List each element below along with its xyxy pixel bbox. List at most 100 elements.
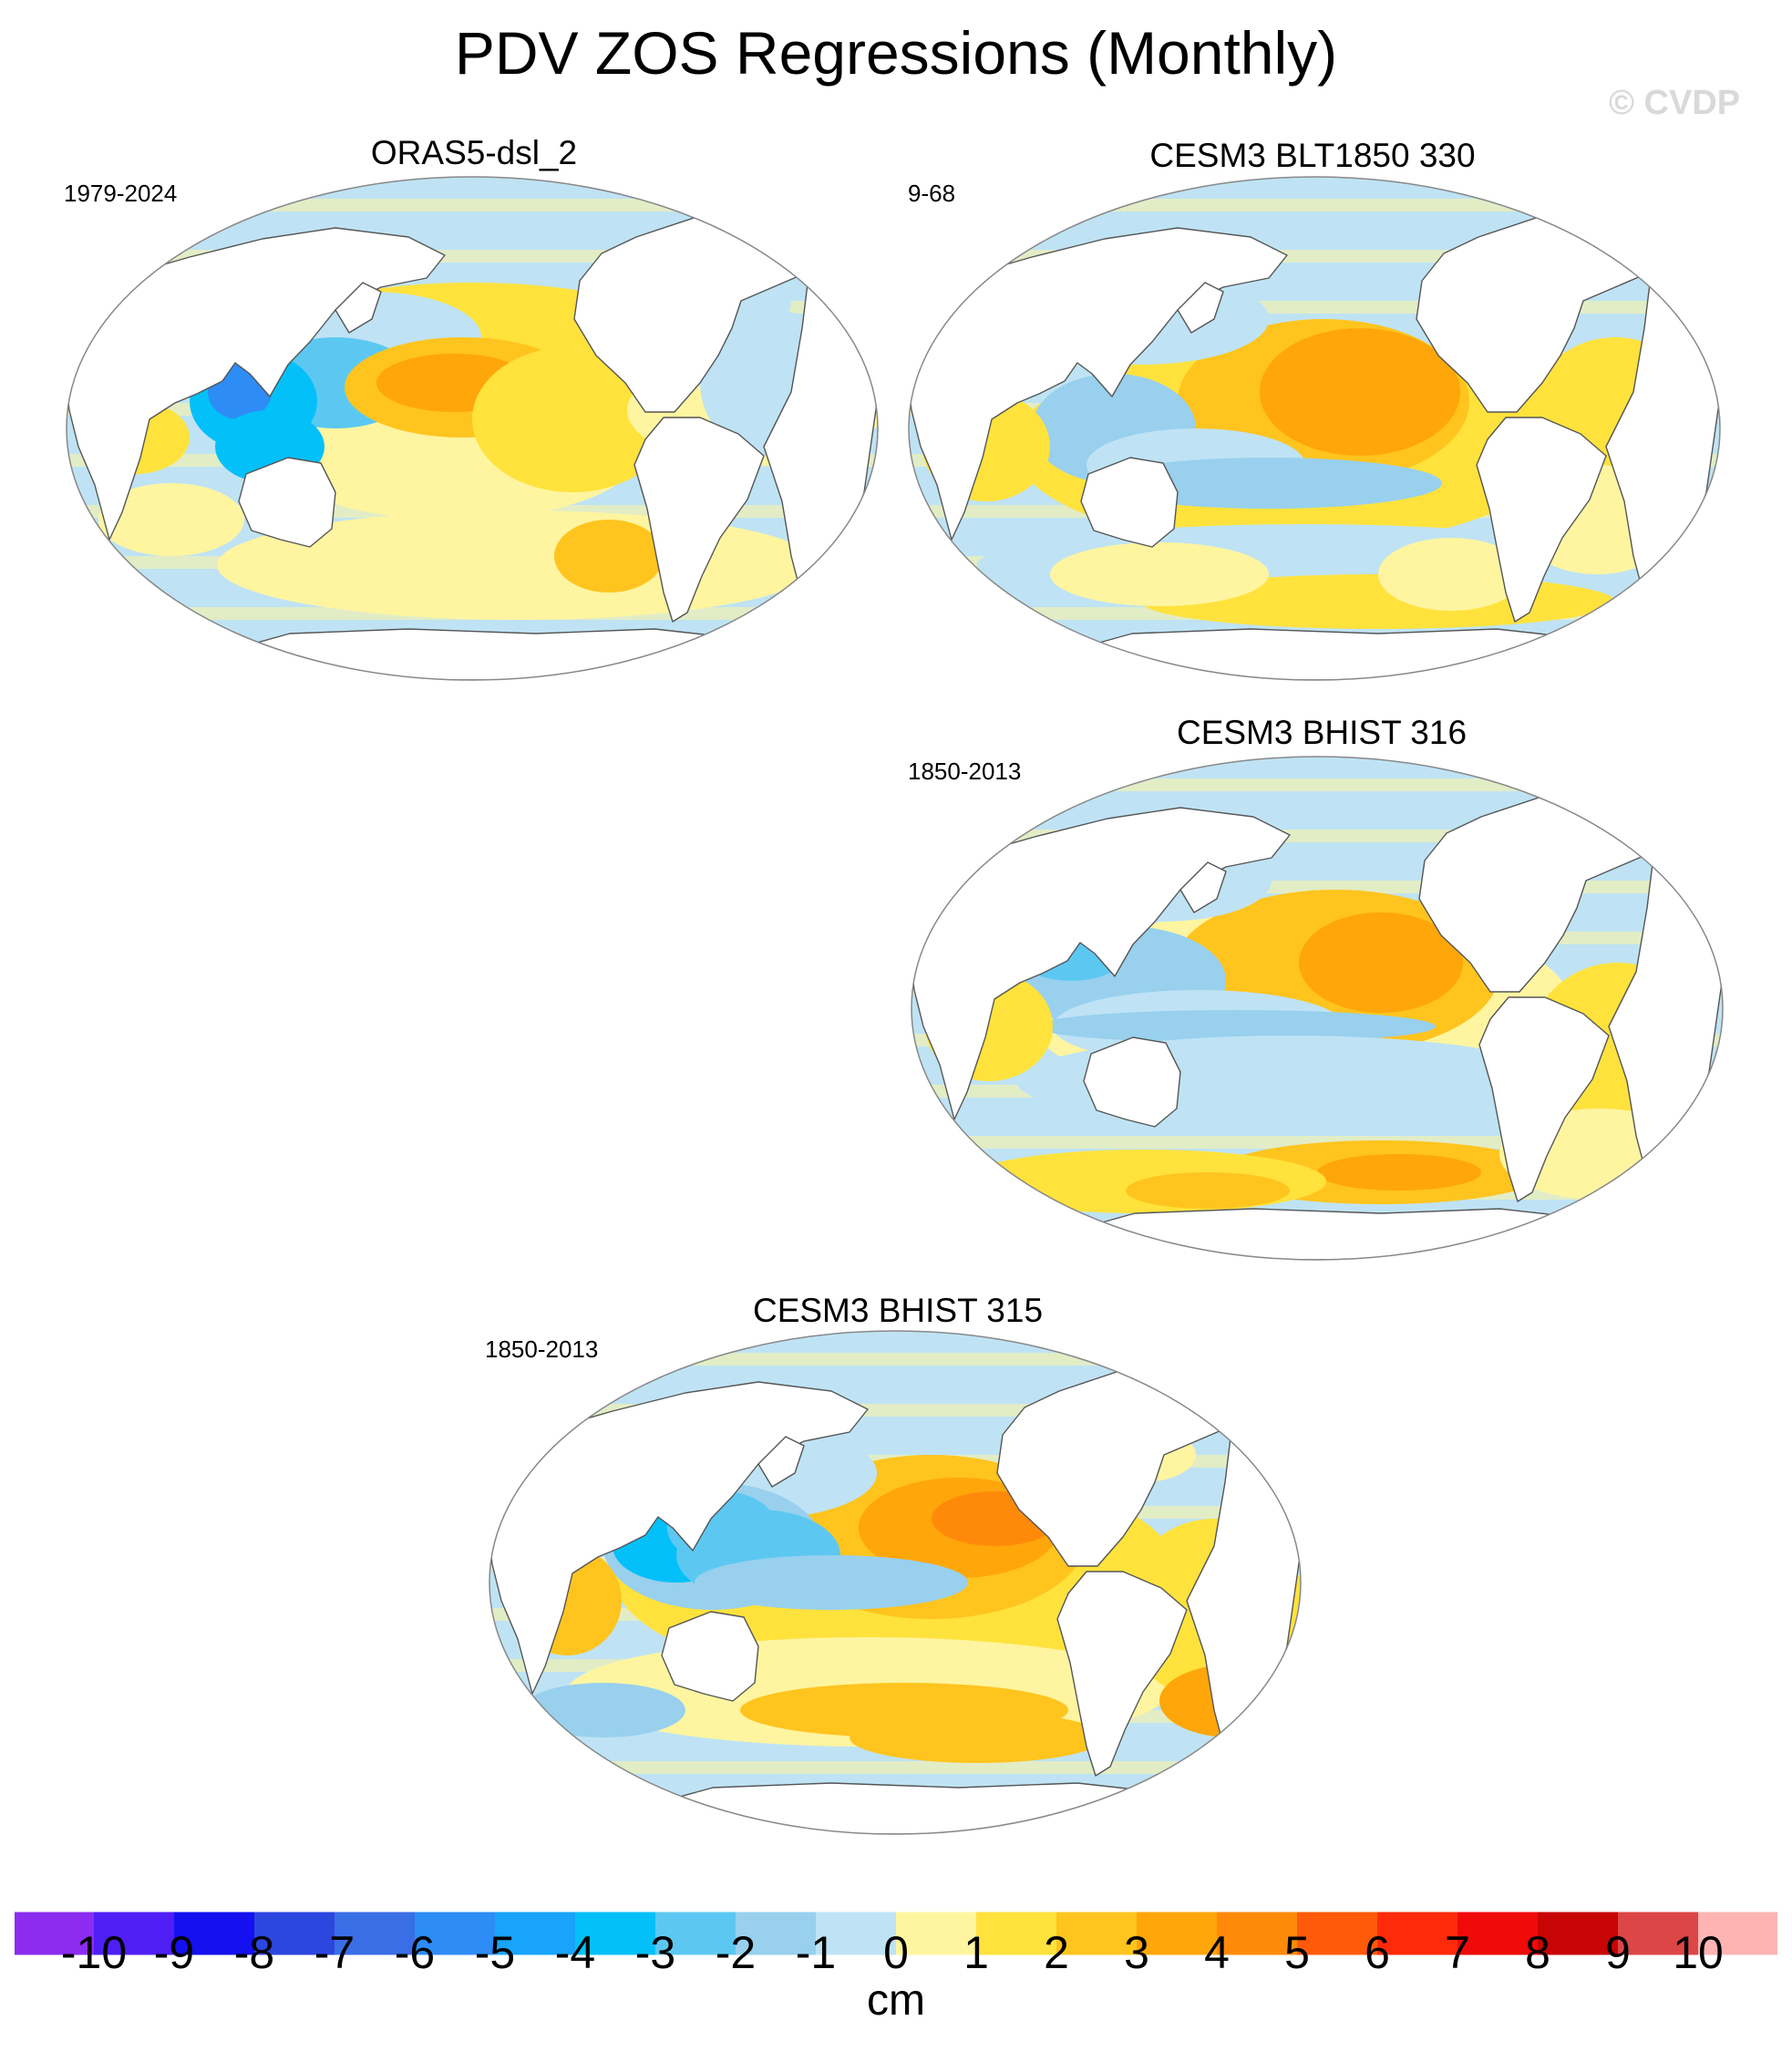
- colorbar-swatch: [174, 1912, 255, 1955]
- map-border: [911, 756, 1724, 1261]
- colorbar-swatch: [335, 1912, 416, 1955]
- land-mass: [1083, 1036, 1181, 1128]
- colorbar-tick-label: 9: [1605, 1927, 1631, 1978]
- land-mass: [1179, 861, 1227, 913]
- field-band: [489, 1353, 1301, 1366]
- map-oras5: [66, 176, 879, 681]
- colorbar-tick-label: 2: [1044, 1927, 1069, 1978]
- anomaly-contour: [521, 1683, 685, 1737]
- colorbar-tick-label: -3: [634, 1927, 676, 1978]
- colorbar: [14, 1911, 1778, 1956]
- field-band: [909, 224, 1720, 237]
- colorbar-swatch: [415, 1912, 496, 1955]
- colorbar-tick-label: -1: [795, 1927, 837, 1978]
- land-mass: [1544, 768, 1678, 807]
- colorbar-tick-label: -2: [715, 1927, 757, 1978]
- colorbar-tick-label: 6: [1365, 1927, 1390, 1978]
- anomaly-contour: [695, 1555, 968, 1610]
- field-band: [67, 199, 878, 211]
- anomaly-contour: [1317, 1154, 1481, 1191]
- colorbar-swatch: [1538, 1912, 1619, 1955]
- anomaly-contour: [1378, 538, 1524, 611]
- panel-years-bhist316: 1850-2013: [908, 758, 1022, 785]
- colorbar-tick-label: -4: [554, 1927, 596, 1978]
- anomaly-contour: [1050, 542, 1269, 606]
- colorbar-swatch: [1698, 1912, 1778, 1955]
- anomaly-contour: [554, 520, 664, 593]
- field-band: [489, 1378, 1301, 1391]
- field-band: [911, 804, 1723, 817]
- anomaly-contour: [850, 1712, 1105, 1763]
- land-mass: [909, 227, 1288, 541]
- colorbar-swatch: [1217, 1912, 1298, 1955]
- field-band: [489, 1331, 1301, 1340]
- anomaly-contour: [472, 346, 673, 492]
- field-band: [67, 177, 878, 186]
- land-mass: [489, 1381, 869, 1695]
- land-mass: [67, 227, 446, 541]
- colorbar-swatch: [495, 1912, 576, 1955]
- land-mass: [1080, 457, 1179, 548]
- land-mass: [335, 282, 382, 334]
- anomaly-contour: [1126, 1172, 1290, 1209]
- land-mass: [911, 807, 1291, 1120]
- page-title: PDV ZOS Regressions (Monthly): [454, 19, 1338, 87]
- panel-years-blt1850: 9-68: [908, 180, 956, 207]
- colorbar-tick-label: 8: [1525, 1927, 1550, 1978]
- field-band: [489, 1761, 1301, 1774]
- colorbar-tick-label: 1: [963, 1927, 989, 1978]
- colorbar-tick-label: 4: [1204, 1927, 1230, 1978]
- panel-years-bhist315: 1850-2013: [485, 1335, 599, 1363]
- colorbar-tick-label: -5: [474, 1927, 516, 1978]
- anomaly-contour: [1299, 912, 1463, 1013]
- colorbar-swatch: [1618, 1912, 1699, 1955]
- panel-years-oras5: 1979-2024: [64, 180, 178, 207]
- land-mass: [1478, 996, 1610, 1202]
- colorbar-tick-label: 0: [883, 1927, 909, 1978]
- colorbar-frame: [14, 1911, 1778, 1956]
- colorbar-tick-label: -7: [314, 1927, 355, 1978]
- colorbar-tick-label: -9: [153, 1927, 195, 1978]
- panel-title-bhist315: CESM3 BHIST 315: [752, 1292, 1044, 1329]
- map-bhist316: [911, 756, 1724, 1261]
- colorbar-tick-label: -6: [394, 1927, 436, 1978]
- map-blt1850: [908, 176, 1721, 681]
- anomaly-contour: [1096, 458, 1442, 509]
- colorbar-swatch: [575, 1912, 656, 1955]
- field-band: [911, 757, 1723, 766]
- map-border: [66, 176, 879, 681]
- colorbar-swatch: [736, 1912, 817, 1955]
- colorbar-swatch: [1457, 1912, 1539, 1955]
- colorbar-swatch: [1297, 1912, 1378, 1955]
- land-mass: [699, 189, 833, 227]
- cvdp-watermark: © CVDP: [1609, 84, 1741, 122]
- field-band: [911, 778, 1723, 791]
- land-mass: [1476, 417, 1607, 623]
- colorbar-tick-label: 3: [1124, 1927, 1149, 1978]
- colorbar-swatch: [1056, 1912, 1138, 1955]
- land-mass: [1122, 1343, 1256, 1381]
- colorbar-tick-label: 5: [1284, 1927, 1310, 1978]
- colorbar-swatch: [816, 1912, 897, 1955]
- colorbar-swatch: [655, 1912, 736, 1955]
- anomaly-contour: [1035, 1010, 1436, 1043]
- land-mass: [633, 417, 765, 623]
- field-band: [67, 224, 878, 237]
- land-mass: [757, 1436, 805, 1488]
- panel-title-oras5: ORAS5-dsl_2: [370, 134, 578, 171]
- map-bhist315: [489, 1330, 1302, 1835]
- panel-title-bhist316: CESM3 BHIST 316: [1176, 714, 1468, 751]
- colorbar-swatch: [14, 1912, 95, 1955]
- colorbar-tick-label: 7: [1445, 1927, 1470, 1978]
- colorbar-swatch: [94, 1912, 175, 1955]
- colorbar-swatch: [254, 1912, 335, 1955]
- land-mass: [1056, 1571, 1188, 1777]
- field-band: [909, 199, 1720, 211]
- field-band: [909, 177, 1720, 186]
- colorbar-swatch: [896, 1912, 977, 1955]
- panel-title-blt1850: CESM3 BLT1850 330: [1149, 137, 1476, 174]
- map-border: [489, 1330, 1302, 1835]
- land-mass: [1541, 189, 1675, 227]
- land-mass: [1177, 282, 1224, 334]
- map-border: [908, 176, 1721, 681]
